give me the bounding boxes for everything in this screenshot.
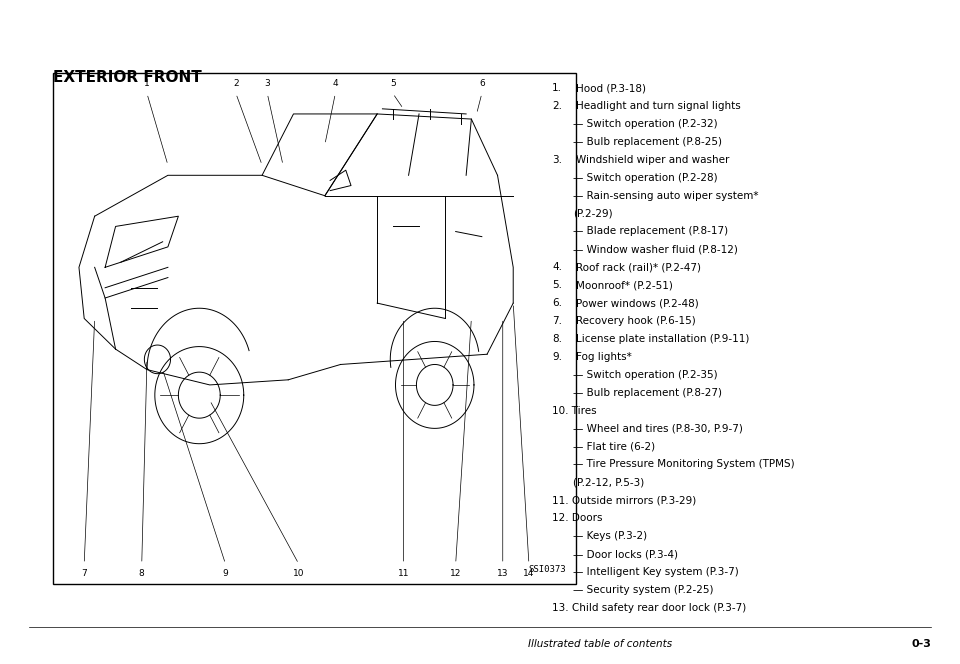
Text: 7.: 7. [552,316,562,326]
Text: — Bulb replacement (P.8-25): — Bulb replacement (P.8-25) [573,137,722,147]
Text: 12: 12 [450,569,462,578]
Text: — Blade replacement (P.8-17): — Blade replacement (P.8-17) [573,226,729,236]
Text: 4.: 4. [552,262,562,272]
Text: 11. Outside mirrors (P.3-29): 11. Outside mirrors (P.3-29) [552,495,696,505]
Text: 6: 6 [479,79,485,88]
Text: 12. Doors: 12. Doors [552,513,603,523]
Text: (P.2-29): (P.2-29) [573,208,612,218]
Text: 8: 8 [139,569,145,578]
Text: — Intelligent Key system (P.3-7): — Intelligent Key system (P.3-7) [573,567,739,577]
Text: — Rain-sensing auto wiper system*: — Rain-sensing auto wiper system* [573,191,758,201]
Text: — Keys (P.3-2): — Keys (P.3-2) [573,531,647,541]
Text: SSI0373: SSI0373 [529,565,566,574]
Text: 13: 13 [497,569,509,578]
Text: 11: 11 [397,569,409,578]
Text: 4: 4 [332,79,338,88]
Text: 13. Child safety rear door lock (P.3-7): 13. Child safety rear door lock (P.3-7) [552,603,746,613]
Text: — Security system (P.2-25): — Security system (P.2-25) [573,585,713,595]
Text: Windshield wiper and washer: Windshield wiper and washer [576,155,730,165]
Text: 5.: 5. [552,280,562,290]
Text: 5: 5 [390,79,396,88]
Text: EXTERIOR FRONT: EXTERIOR FRONT [53,70,202,85]
Text: — Window washer fluid (P.8-12): — Window washer fluid (P.8-12) [573,244,738,254]
Text: 0-3: 0-3 [911,639,931,649]
Text: 6.: 6. [552,298,562,308]
Text: — Wheel and tires (P.8-30, P.9-7): — Wheel and tires (P.8-30, P.9-7) [573,424,743,434]
Text: — Switch operation (P.2-32): — Switch operation (P.2-32) [573,119,718,129]
Text: — Switch operation (P.2-28): — Switch operation (P.2-28) [573,173,718,183]
Text: 1.: 1. [552,83,562,93]
Text: 3.: 3. [552,155,562,165]
Text: Roof rack (rail)* (P.2-47): Roof rack (rail)* (P.2-47) [576,262,701,272]
Text: 10. Tires: 10. Tires [552,406,596,416]
Text: 7: 7 [82,569,87,578]
Text: Moonroof* (P.2-51): Moonroof* (P.2-51) [576,280,673,290]
Text: 1: 1 [144,79,150,88]
Text: 3: 3 [264,79,270,88]
Text: Illustrated table of contents: Illustrated table of contents [528,639,672,649]
Text: Headlight and turn signal lights: Headlight and turn signal lights [576,101,741,111]
Text: 2: 2 [233,79,239,88]
Text: — Bulb replacement (P.8-27): — Bulb replacement (P.8-27) [573,388,722,398]
Bar [53,73,576,584]
Text: 14: 14 [523,569,535,578]
Text: 10: 10 [293,569,304,578]
Text: 8.: 8. [552,334,562,344]
Text: 9.: 9. [552,352,562,362]
Text: — Tire Pressure Monitoring System (TPMS): — Tire Pressure Monitoring System (TPMS) [573,459,795,469]
Text: — Switch operation (P.2-35): — Switch operation (P.2-35) [573,370,718,380]
Text: Recovery hook (P.6-15): Recovery hook (P.6-15) [576,316,696,326]
Text: 9: 9 [223,569,228,578]
Text: Hood (P.3-18): Hood (P.3-18) [576,83,646,93]
Text: Fog lights*: Fog lights* [576,352,632,362]
Text: License plate installation (P.9-11): License plate installation (P.9-11) [576,334,750,344]
Text: 2.: 2. [552,101,562,111]
Text: — Door locks (P.3-4): — Door locks (P.3-4) [573,549,678,559]
Text: (P.2-12, P.5-3): (P.2-12, P.5-3) [573,477,644,487]
Text: Power windows (P.2-48): Power windows (P.2-48) [576,298,699,308]
Text: — Flat tire (6-2): — Flat tire (6-2) [573,442,656,452]
